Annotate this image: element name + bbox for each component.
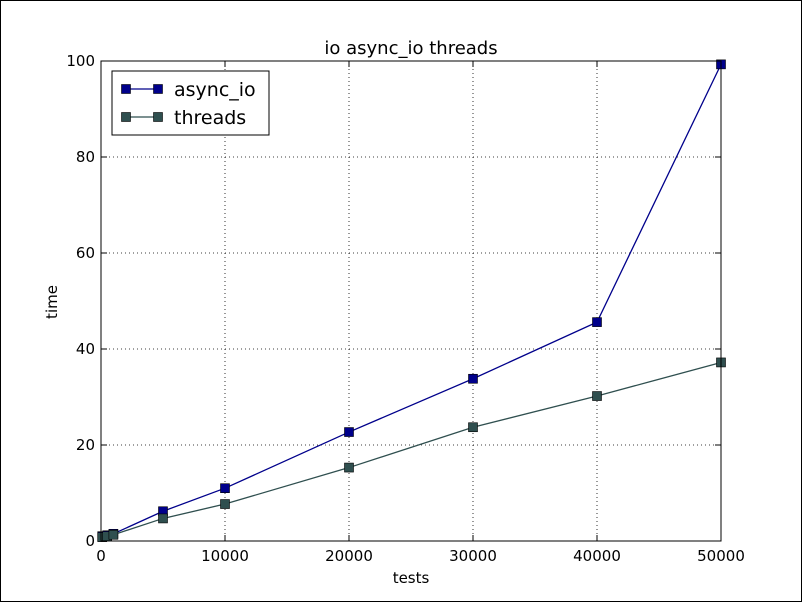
data-point: [592, 391, 602, 401]
y-tick-label: 20: [76, 436, 95, 454]
data-point: [108, 529, 119, 540]
y-tick-label: 0: [85, 532, 95, 550]
chart-title: io async_io threads: [324, 38, 497, 59]
data-point: [468, 373, 478, 384]
legend-item-async_io: async_io: [121, 79, 256, 101]
plot-area: [100, 60, 722, 542]
series-threads: [97, 357, 726, 542]
data-point: [344, 427, 354, 437]
x-tick-label: 20000: [325, 547, 373, 565]
x-tick-label: 50000: [697, 547, 745, 565]
x-tick-label: 10000: [201, 547, 249, 565]
x-tick-label: 0: [96, 547, 106, 565]
series-line: [102, 361, 722, 538]
series-layer: [97, 59, 726, 542]
data-point: [220, 483, 230, 494]
axis-ticks: 0 10000 20000 30000 40000 50000 0 20 40 60 80 100: [66, 52, 745, 565]
y-tick-label: 80: [76, 148, 95, 166]
legend-item-threads: threads: [121, 107, 246, 129]
legend-marker: [121, 84, 131, 94]
data-point: [220, 499, 230, 509]
data-point: [158, 513, 168, 524]
legend-box: [111, 70, 270, 136]
x-tick-label: 30000: [449, 547, 497, 565]
legend-label: threads: [174, 107, 246, 129]
legend-marker: [153, 112, 163, 122]
x-axis-label: tests: [393, 569, 430, 587]
data-point: [344, 462, 354, 473]
y-tick-label: 40: [76, 340, 95, 358]
legend-marker: [121, 112, 131, 122]
y-axis-label: time: [43, 285, 61, 319]
data-point: [468, 422, 478, 433]
legend-label: async_io: [174, 79, 256, 101]
legend-marker: [153, 84, 163, 94]
x-tick-label: 40000: [573, 547, 621, 565]
grid: [101, 61, 721, 541]
y-tick-label: 100: [66, 52, 95, 70]
y-tick-label: 60: [76, 244, 95, 262]
data-point: [592, 317, 602, 327]
